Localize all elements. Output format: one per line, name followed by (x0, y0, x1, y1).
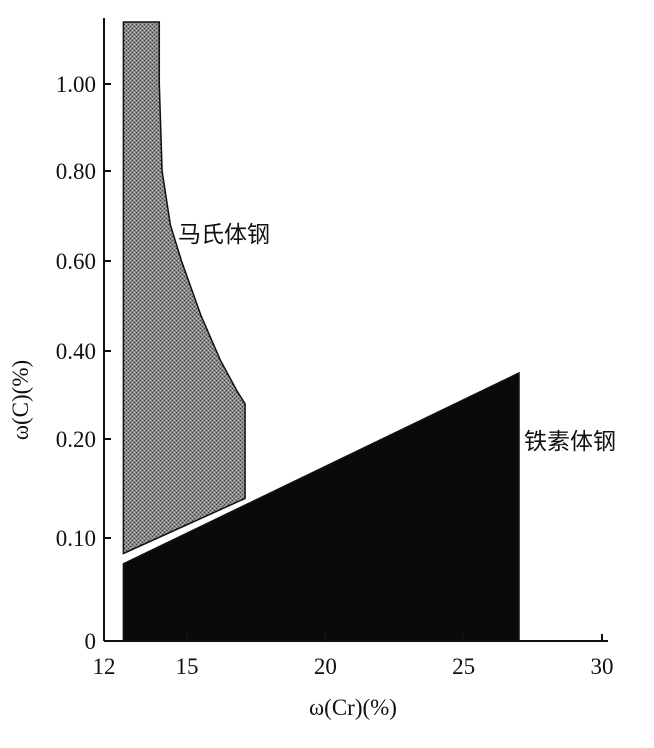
label-ferritic-steel: 铁素体钢 (524, 429, 616, 455)
y-axis-title: ω(C)(%) (8, 360, 33, 440)
y-tick-label: 0.10 (56, 526, 96, 551)
y-tick-label: 0.80 (56, 159, 96, 184)
y-tick-label: 0.60 (56, 249, 96, 274)
label-martensitic-steel: 马氏体钢 (178, 222, 270, 248)
axes: 0 0.10 0.20 0.40 0.60 0.80 1.00 12 15 20 25 30 ω(Cr)… (8, 18, 614, 720)
y-tick-label: 1.00 (56, 72, 96, 97)
x-tick-label: 15 (176, 654, 199, 679)
region-martensitic-steel (122, 21, 246, 555)
y-tick-label: 0 (85, 629, 97, 654)
x-axis-title: ω(Cr)(%) (309, 695, 397, 720)
regions-layer (122, 21, 520, 642)
y-tick-label: 0.40 (56, 339, 96, 364)
x-tick-label: 20 (314, 654, 337, 679)
x-tick-label: 12 (93, 654, 116, 679)
x-tick-label: 30 (591, 654, 614, 679)
y-tick-label: 0.20 (56, 427, 96, 452)
x-tick-label: 25 (452, 654, 475, 679)
